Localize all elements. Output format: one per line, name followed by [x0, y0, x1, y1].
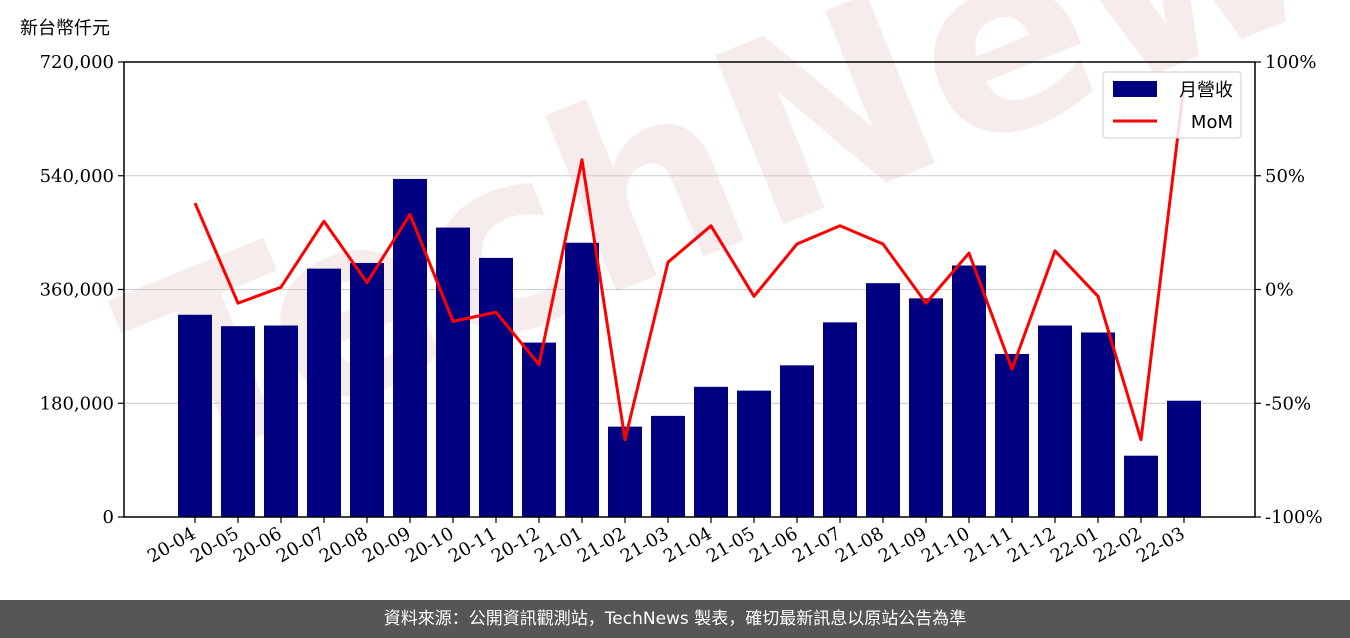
x-tick-label: 21-07 [789, 523, 844, 567]
x-tick-label: 20-10 [402, 523, 457, 567]
x-tick-label: 20-09 [359, 523, 414, 567]
legend-label-line: MoM [1191, 112, 1233, 133]
bar-21-11 [995, 353, 1029, 517]
right-tick-label: -50% [1265, 393, 1311, 414]
x-tick-label: 21-06 [746, 523, 801, 567]
bar-20-08 [350, 262, 384, 517]
left-tick-label: 540,000 [40, 166, 114, 187]
bar-22-02 [1124, 455, 1158, 517]
x-tick-label: 21-10 [918, 523, 973, 567]
right-tick-label: 50% [1265, 166, 1305, 187]
x-tick-label: 20-11 [445, 523, 500, 567]
x-tick-label: 21-08 [832, 523, 887, 567]
left-tick-label: 180,000 [40, 393, 114, 414]
x-tick-label: 21-11 [961, 523, 1016, 567]
right-tick-label: 0% [1265, 280, 1294, 301]
legend-swatch-bar [1113, 81, 1157, 97]
left-tick-label: 720,000 [40, 52, 114, 73]
bar-20-11 [479, 257, 513, 517]
x-tick-label: 20-06 [230, 523, 285, 567]
bar-21-10 [952, 265, 986, 517]
x-tick-label: 20-05 [187, 523, 242, 567]
x-tick-label: 21-05 [703, 523, 758, 567]
x-tick-label: 20-04 [144, 523, 199, 567]
chart-area: TechNews 0 180,000 360,000 540,000 720,000 -1… [20, 0, 1350, 567]
bar-20-09 [393, 178, 427, 517]
bar-20-04 [178, 314, 212, 517]
bar-20-07 [307, 268, 341, 517]
x-tick-label: 20-07 [273, 523, 328, 567]
x-tick-label: 21-03 [617, 523, 672, 567]
bar-20-10 [436, 227, 470, 517]
x-tick-label: 22-02 [1090, 523, 1145, 567]
x-tick-label: 21-01 [531, 523, 586, 567]
legend-label-bar: 月營收 [1179, 80, 1233, 101]
x-tick-label: 21-09 [875, 523, 930, 567]
bar-21-09 [909, 298, 943, 517]
chart-svg: TechNews 0180,000360,000540,000720,000-1… [20, 0, 1350, 567]
x-tick-label: 20-12 [488, 523, 543, 567]
bar-21-04 [694, 386, 728, 517]
bar-20-05 [221, 326, 255, 517]
bar-22-03 [1167, 400, 1201, 517]
bar-21-05 [737, 390, 771, 517]
bar-21-08 [866, 283, 900, 517]
right-tick-label: 100% [1265, 52, 1316, 73]
mom-line [193, 84, 1186, 442]
y-axis-unit-label: 新台幣仟元 [20, 18, 110, 39]
bar-21-03 [651, 415, 685, 517]
bar-21-06 [780, 365, 814, 517]
bar-21-02 [608, 426, 642, 517]
x-tick-label: 21-12 [1004, 523, 1059, 567]
bar-21-07 [823, 322, 857, 517]
source-footer: 資料來源：公開資訊觀測站，TechNews 製表，確切最新訊息以原站公告為準 [0, 600, 1350, 638]
bar-21-12 [1038, 325, 1072, 517]
bar-21-01 [565, 242, 599, 517]
x-tick-label: 22-03 [1133, 523, 1188, 567]
bar-20-06 [264, 325, 298, 517]
bar-22-01 [1081, 332, 1115, 517]
bar-20-12 [522, 342, 556, 517]
right-tick-label: -100% [1265, 507, 1323, 528]
x-tick-label: 22-01 [1047, 523, 1102, 567]
left-tick-label: 360,000 [40, 280, 114, 301]
x-tick-label: 21-04 [660, 523, 715, 567]
left-tick-label: 0 [103, 507, 114, 528]
x-tick-label: 20-08 [316, 523, 371, 567]
x-tick-label: 21-02 [574, 523, 629, 567]
